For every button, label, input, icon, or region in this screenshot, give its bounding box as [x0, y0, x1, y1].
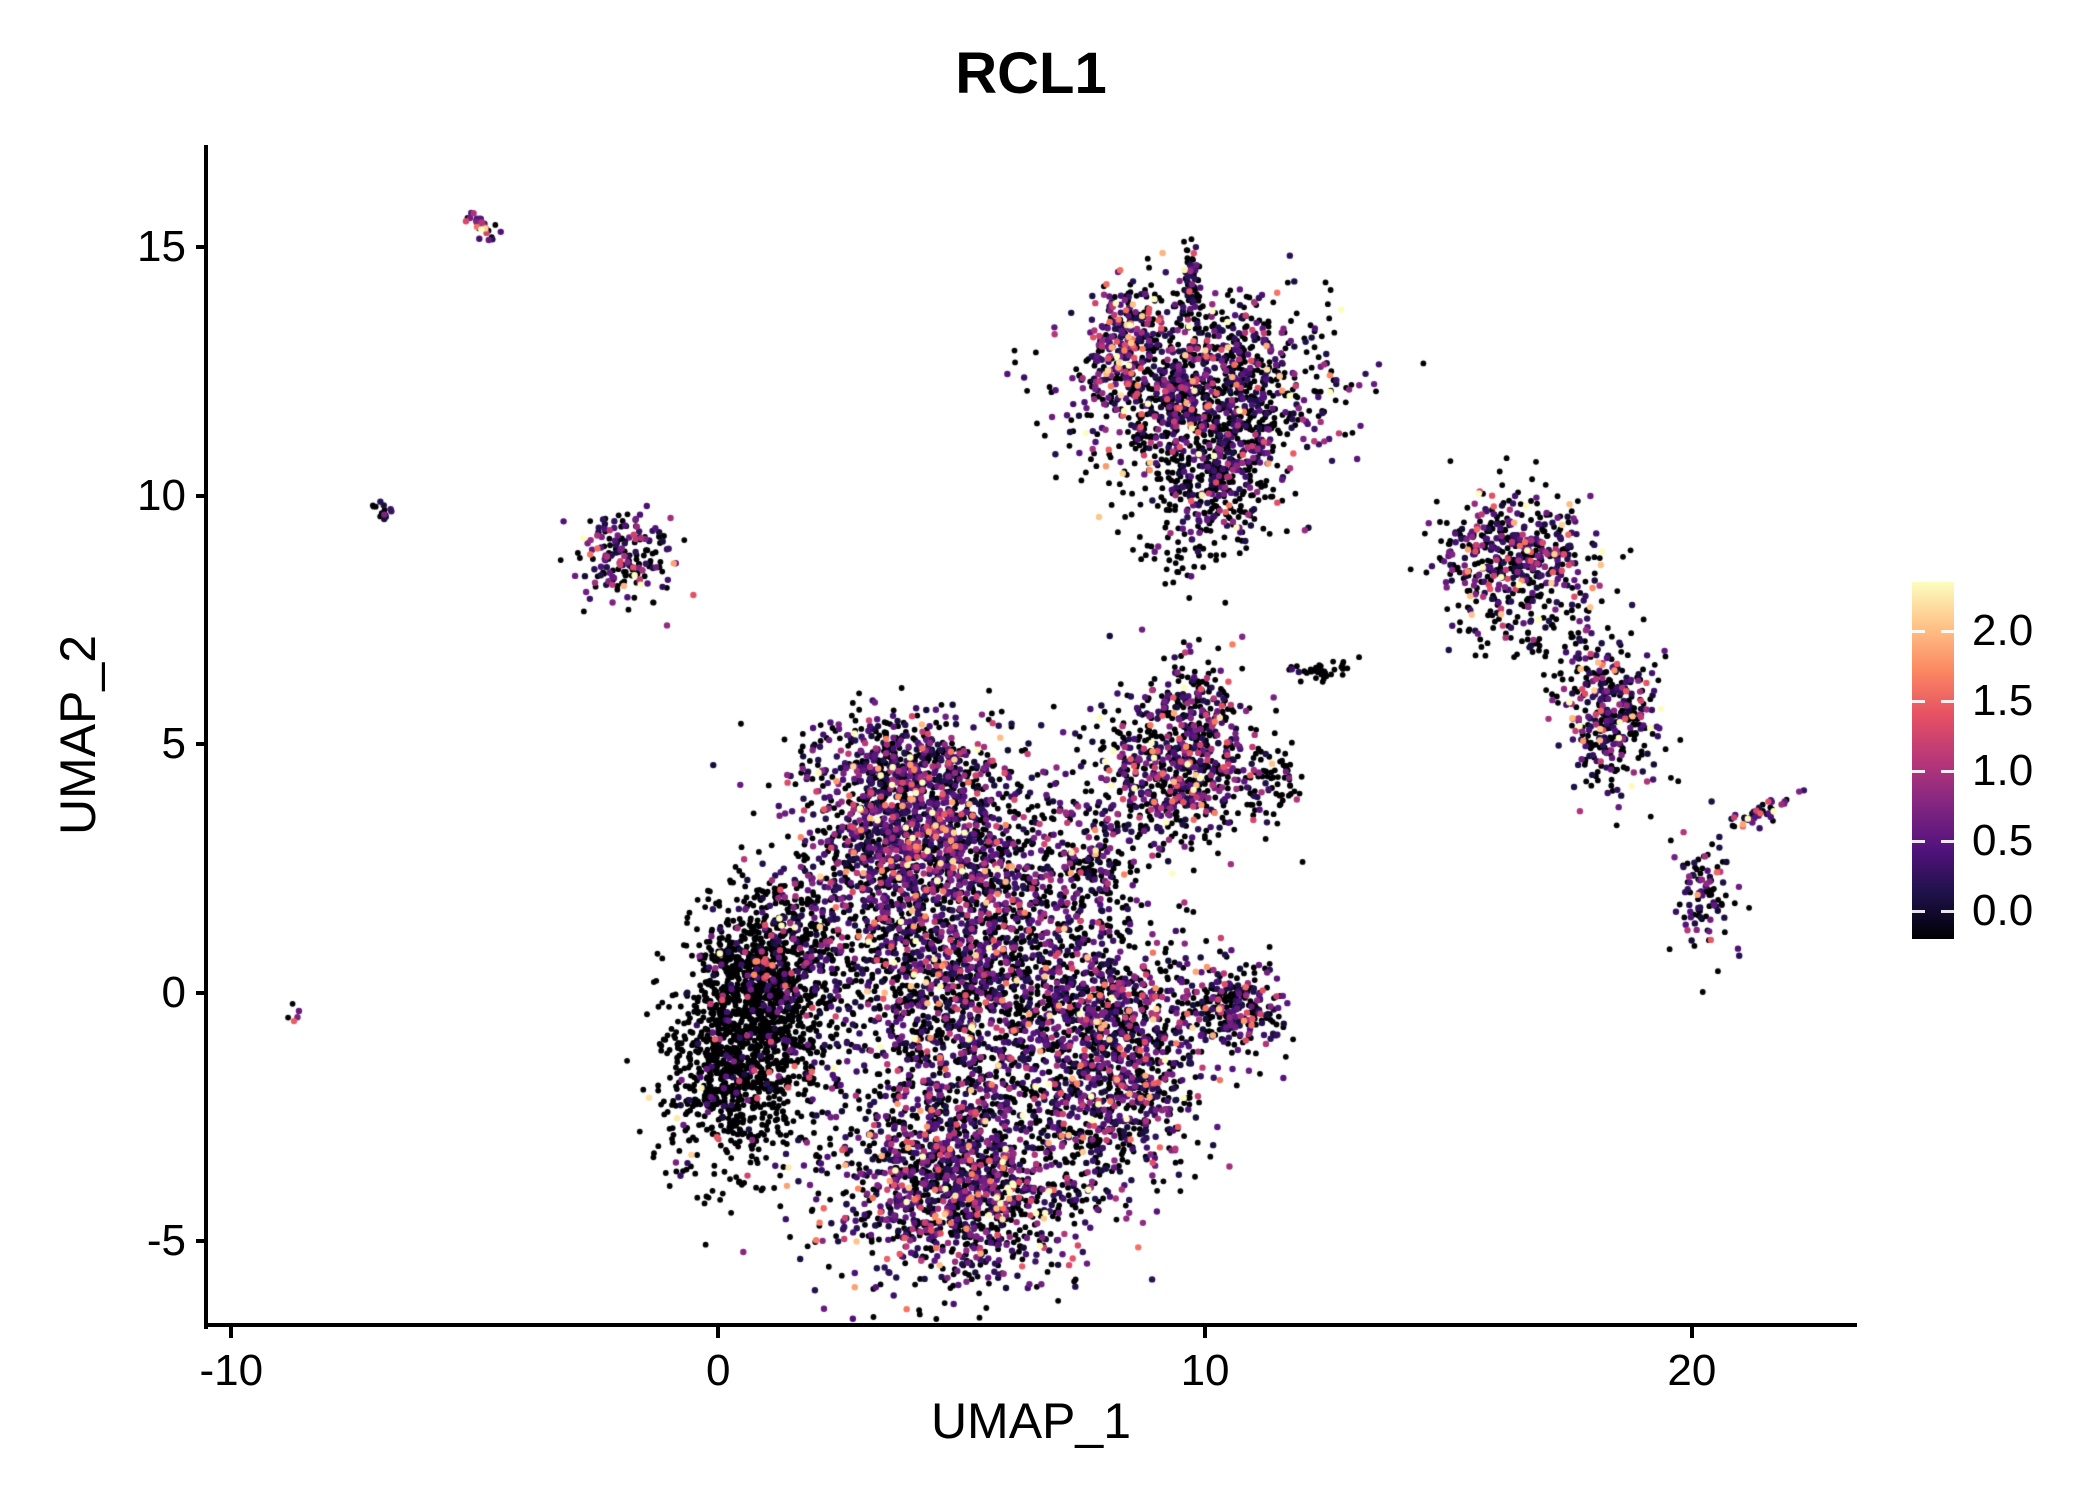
y-tick-label: 5: [161, 719, 186, 769]
y-tick-mark: [196, 493, 207, 498]
y-tick-label: 15: [137, 222, 186, 272]
x-tick-mark: [1203, 1327, 1208, 1338]
x-tick-label: 0: [705, 1346, 731, 1395]
y-axis-line: [204, 145, 208, 1329]
x-tick-mark: [716, 1327, 721, 1338]
y-tick-mark: [196, 742, 207, 747]
colorbar-tick-label: 1.0: [1972, 746, 2034, 795]
colorbar-tick-mark: [1941, 909, 1954, 913]
colorbar-tick-mark: [1941, 629, 1954, 633]
y-tick-mark: [196, 990, 207, 995]
x-tick-label: -10: [199, 1346, 264, 1395]
x-tick-mark: [229, 1327, 234, 1338]
colorbar-tick-label: 0.5: [1972, 816, 2034, 865]
x-tick-label: 20: [1667, 1346, 1717, 1395]
colorbar-tick-label: 0.0: [1972, 886, 2034, 935]
x-axis-title: UMAP_1: [930, 1393, 1132, 1449]
colorbar-tick-mark: [1941, 699, 1954, 703]
x-axis-line: [204, 1323, 1857, 1327]
colorbar-tick-mark: [1912, 629, 1925, 633]
y-tick-label: 10: [137, 470, 186, 520]
colorbar-tick-mark: [1941, 769, 1954, 773]
y-tick-mark: [196, 1239, 207, 1244]
x-tick-mark: [1689, 1327, 1694, 1338]
colorbar-tick-mark: [1912, 699, 1925, 703]
colorbar-gradient: [1912, 582, 1954, 939]
y-tick-label: -5: [146, 1216, 186, 1266]
colorbar-tick-label: 2.0: [1972, 606, 2034, 655]
y-tick-label: 0: [161, 967, 186, 1017]
x-tick-label: 10: [1180, 1346, 1230, 1395]
colorbar-tick-mark: [1912, 909, 1925, 913]
colorbar-tick-mark: [1941, 839, 1954, 843]
y-axis-title: UMAP_2: [50, 634, 106, 836]
colorbar-tick-mark: [1912, 839, 1925, 843]
colorbar-tick-label: 1.5: [1972, 676, 2034, 725]
y-tick-mark: [196, 245, 207, 250]
colorbar-tick-mark: [1912, 769, 1925, 773]
